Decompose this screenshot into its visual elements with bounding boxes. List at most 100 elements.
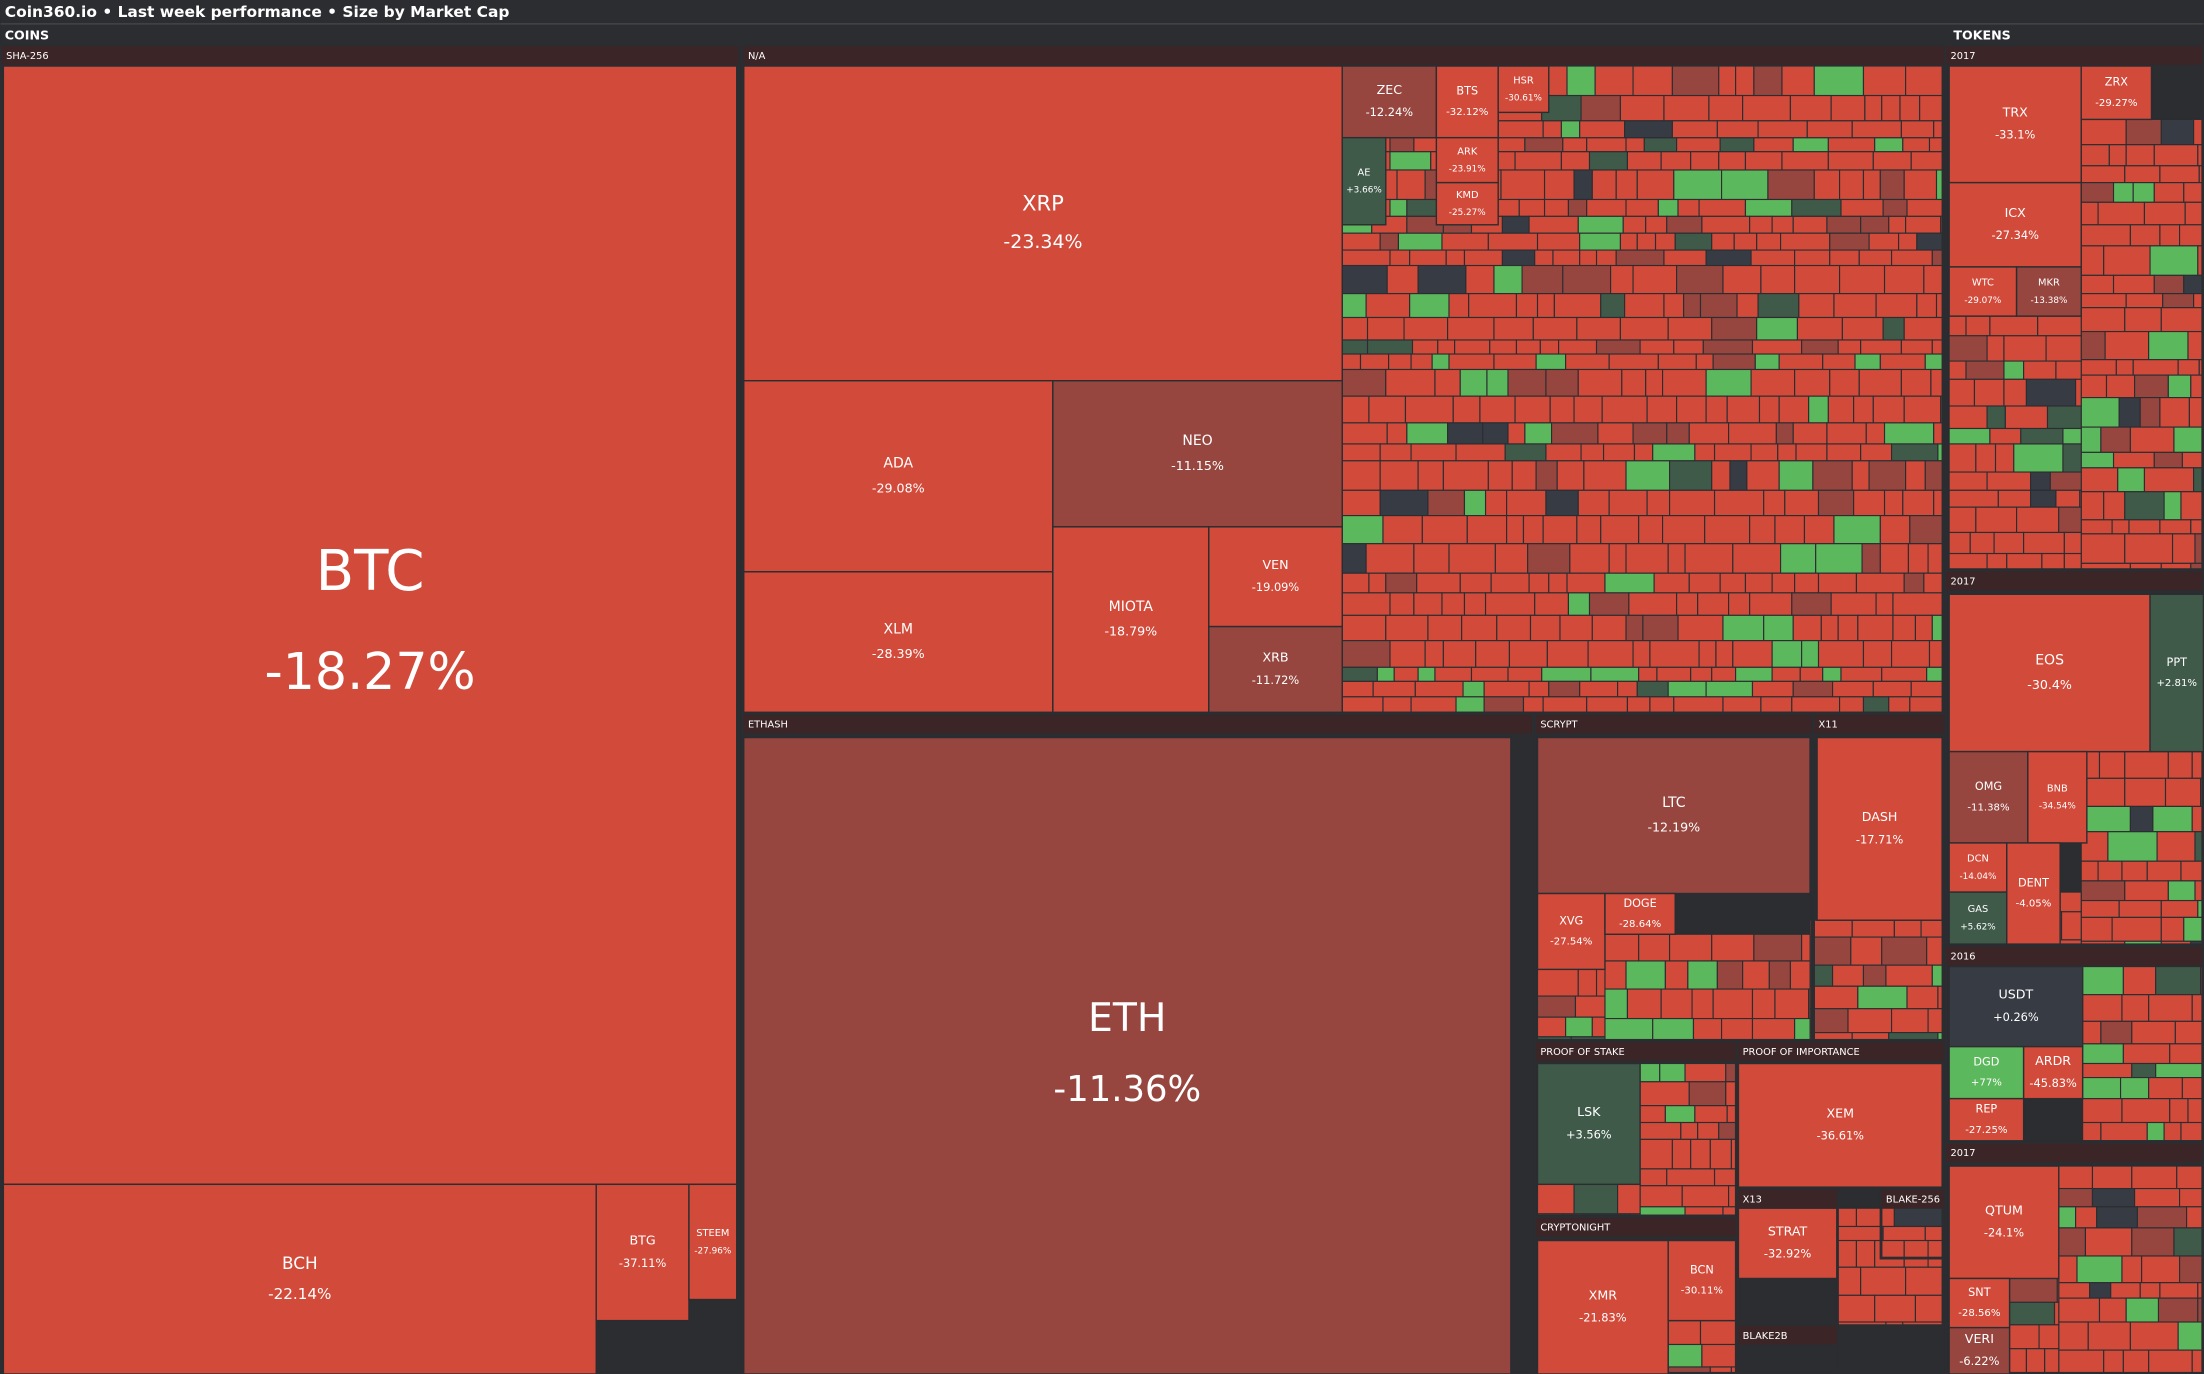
small-tile [2124, 491, 2165, 521]
small-tile [1576, 316, 1621, 341]
small-tile [1879, 543, 1909, 574]
small-tile [2082, 1020, 2102, 1045]
coin-tile [688, 1183, 738, 1301]
small-tile [1993, 531, 2025, 555]
small-tile [1975, 443, 1997, 473]
small-tile [1535, 353, 1567, 371]
small-tile [1948, 427, 1991, 445]
coin-tile [2006, 842, 2061, 945]
small-tile [1404, 395, 1454, 424]
small-tile [1926, 666, 1943, 682]
small-tile [2156, 831, 2196, 862]
small-tile [1794, 249, 1831, 267]
small-tile [1855, 1239, 1876, 1268]
small-tile [2188, 397, 2204, 428]
coin-name: BTG [630, 1233, 656, 1248]
group-header [1, 46, 739, 65]
coin-name: HSR [1513, 75, 1534, 86]
small-tile [1792, 422, 1828, 445]
small-tile [1861, 543, 1881, 574]
small-tile [2098, 1297, 2127, 1323]
small-tile [1808, 988, 1811, 1020]
small-tile [1417, 264, 1467, 295]
small-tile [1931, 964, 1943, 987]
small-tile [1389, 151, 1432, 171]
small-tiles [1341, 65, 2204, 1374]
coin-change: -34.54% [2039, 802, 2076, 812]
small-tile [1794, 572, 1820, 594]
small-tile [1890, 249, 1933, 267]
small-tile [1965, 315, 1991, 337]
small-tile [1795, 443, 1828, 462]
small-tile [1792, 137, 1829, 153]
small-tile [2080, 777, 2126, 807]
small-tile [1379, 232, 1399, 251]
small-tile [1588, 151, 1628, 171]
group-label: SCRYPT [1540, 720, 1578, 731]
small-tile [1586, 198, 1627, 217]
small-tile [1511, 460, 1537, 491]
small-tile [2173, 426, 2204, 453]
coin-change: -30.61% [1505, 94, 1542, 104]
small-tile [2115, 359, 2134, 376]
small-tile [1719, 137, 1755, 153]
small-tile [1718, 1121, 1737, 1140]
small-tile [1902, 489, 1935, 517]
small-tile [1385, 368, 1436, 397]
small-tile [1341, 543, 1367, 574]
small-tile [1803, 515, 1835, 545]
coin-tile [2080, 65, 2153, 121]
small-tile [2122, 1349, 2150, 1374]
small-tile [1625, 137, 1645, 153]
small-tile [1905, 460, 1926, 491]
small-tile [1379, 489, 1429, 517]
small-tile [2080, 467, 2119, 493]
small-tile [1528, 680, 1550, 698]
small-tile [1927, 1008, 1943, 1034]
small-tile [1872, 151, 1912, 171]
small-tile [1600, 293, 1626, 319]
small-tile [2080, 491, 2105, 521]
small-tile [1855, 1207, 1895, 1228]
small-tile [2169, 1043, 2204, 1065]
small-tile [2157, 1297, 2199, 1323]
small-tile [1711, 232, 1735, 251]
small-tile [1366, 339, 1414, 355]
small-tile [1888, 1032, 1939, 1041]
small-tile [1527, 543, 1571, 574]
small-tile [1789, 94, 1832, 122]
small-tile [1851, 919, 1895, 938]
small-tile [1524, 137, 1564, 153]
small-tile [1726, 1105, 1737, 1124]
small-tile [2025, 378, 2077, 407]
small-tile [2136, 1206, 2188, 1229]
small-tile [2155, 1062, 2203, 1079]
small-tile [1385, 572, 1418, 594]
small-tile [1892, 614, 1917, 642]
small-tile [1341, 264, 1388, 295]
small-tile [1524, 422, 1553, 445]
small-tile [1552, 249, 1581, 267]
small-tile [1840, 198, 1884, 217]
group-header [1738, 1189, 1837, 1209]
coin-tile [1948, 1165, 2060, 1280]
small-tile [1827, 137, 1876, 153]
small-tile [1536, 1183, 1575, 1215]
small-tile [1865, 422, 1886, 445]
small-tile [2080, 359, 2117, 376]
small-tile [1809, 936, 1852, 966]
coin-change: +5.62% [1960, 922, 1996, 932]
small-tile [2125, 293, 2164, 309]
small-tile [1411, 339, 1439, 355]
small-tile [2159, 224, 2181, 247]
small-tile [1746, 460, 1780, 491]
small-tile [2080, 860, 2099, 882]
small-tile [1827, 395, 1855, 424]
small-tile [1577, 368, 1623, 397]
small-tile [1794, 368, 1831, 397]
small-tile [1639, 339, 1675, 355]
small-tile [1699, 1320, 1737, 1346]
small-tile [1602, 443, 1636, 462]
small-tile [1368, 395, 1407, 424]
small-tile [1626, 696, 1651, 713]
